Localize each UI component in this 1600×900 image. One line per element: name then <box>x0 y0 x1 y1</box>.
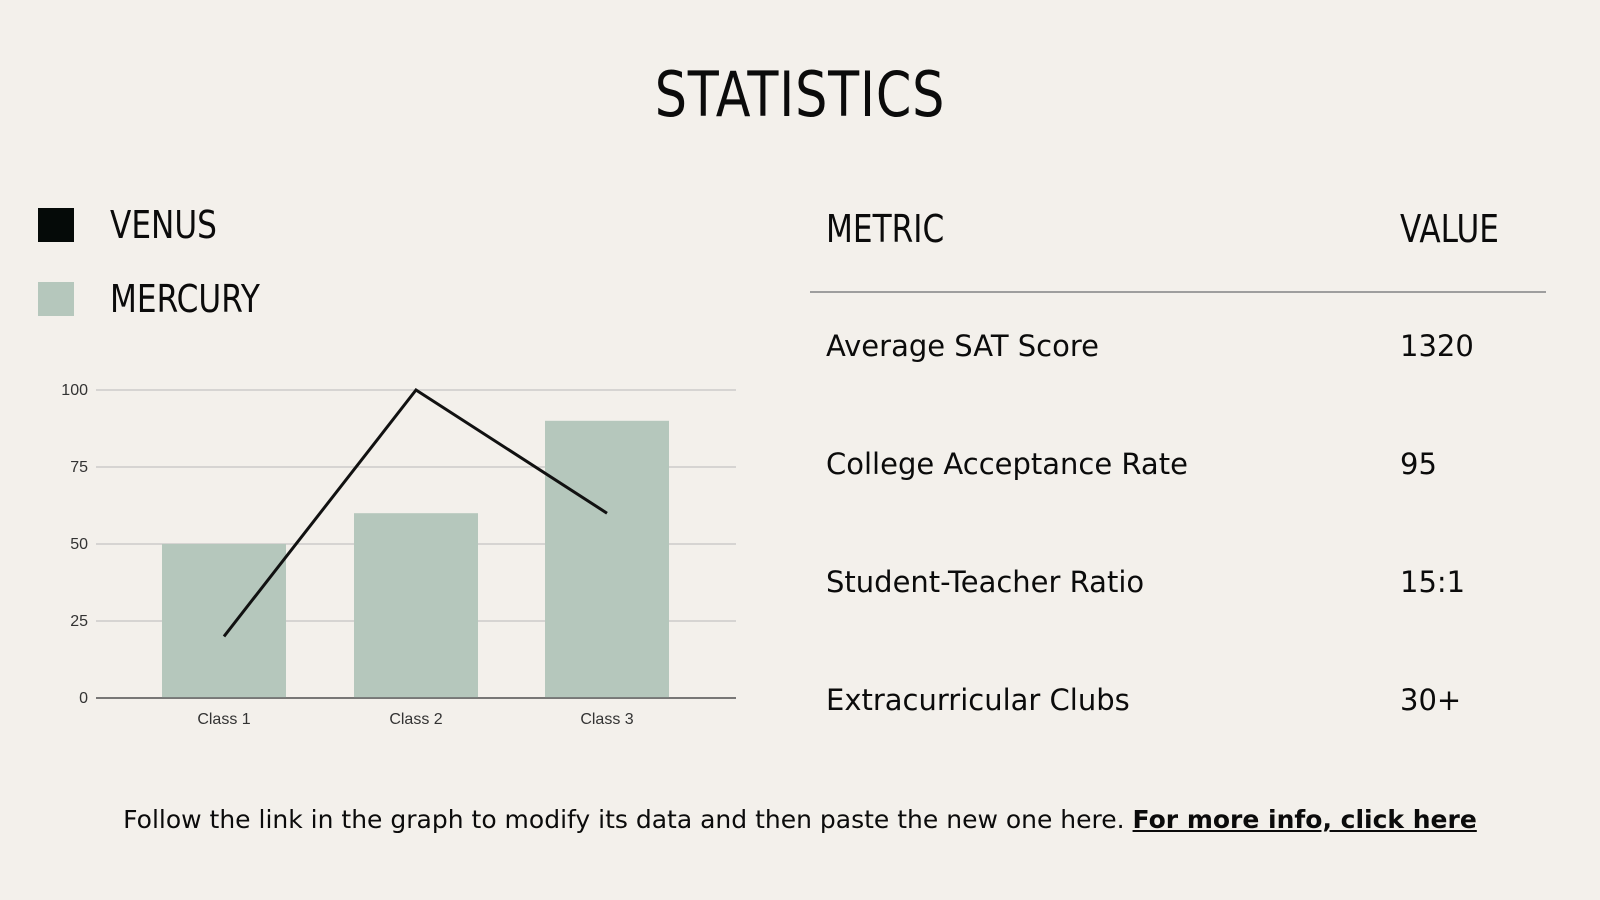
x-tick-label: Class 1 <box>197 711 250 728</box>
y-tick-label: 25 <box>70 613 88 630</box>
legend-label-mercury: MERCURY <box>110 277 260 321</box>
page-title: STATISTICS <box>654 58 946 131</box>
value-column-header: VALUE <box>1400 207 1499 251</box>
table-row: College Acceptance Rate 95 <box>826 447 1546 487</box>
table-row: Extracurricular Clubs 30+ <box>826 683 1546 723</box>
row-value: 15:1 <box>1400 565 1466 599</box>
row-value: 95 <box>1400 447 1437 481</box>
table-header: METRIC VALUE <box>826 205 1562 285</box>
legend-item-mercury: MERCURY <box>38 277 293 321</box>
row-metric: Average SAT Score <box>826 329 1099 363</box>
footer-note: Follow the link in the graph to modify i… <box>0 805 1600 834</box>
venus-swatch <box>38 208 74 242</box>
bar-mercury <box>162 544 286 698</box>
chart-legend: VENUS MERCURY <box>38 203 293 353</box>
legend-label-venus: VENUS <box>110 203 217 247</box>
row-value: 30+ <box>1400 683 1462 717</box>
y-tick-label: 75 <box>70 459 88 476</box>
combo-chart: 0 25 50 75 100 Class 1 Class 2 Class 3 <box>61 382 736 728</box>
y-tick-label: 0 <box>79 690 88 707</box>
header-divider <box>810 291 1546 293</box>
row-value: 1320 <box>1400 329 1474 363</box>
row-metric: College Acceptance Rate <box>826 447 1188 481</box>
footer-text: Follow the link in the graph to modify i… <box>123 805 1125 834</box>
row-metric: Extracurricular Clubs <box>826 683 1130 717</box>
bar-mercury <box>354 513 478 698</box>
chart-area: 0 25 50 75 100 Class 1 Class 2 Class 3 <box>40 372 750 747</box>
table-row: Average SAT Score 1320 <box>826 329 1546 369</box>
y-tick-label: 50 <box>70 536 88 553</box>
table-row: Student-Teacher Ratio 15:1 <box>826 565 1546 605</box>
x-tick-label: Class 2 <box>389 711 442 728</box>
x-tick-label: Class 3 <box>580 711 633 728</box>
more-info-link[interactable]: For more info, click here <box>1132 805 1477 834</box>
y-tick-label: 100 <box>61 382 88 399</box>
bar-mercury <box>545 420 669 698</box>
legend-item-venus: VENUS <box>38 203 293 247</box>
metrics-table: METRIC VALUE Average SAT Score 1320 Coll… <box>810 205 1562 717</box>
mercury-swatch <box>38 282 74 316</box>
metric-column-header: METRIC <box>826 207 945 251</box>
row-metric: Student-Teacher Ratio <box>826 565 1145 599</box>
